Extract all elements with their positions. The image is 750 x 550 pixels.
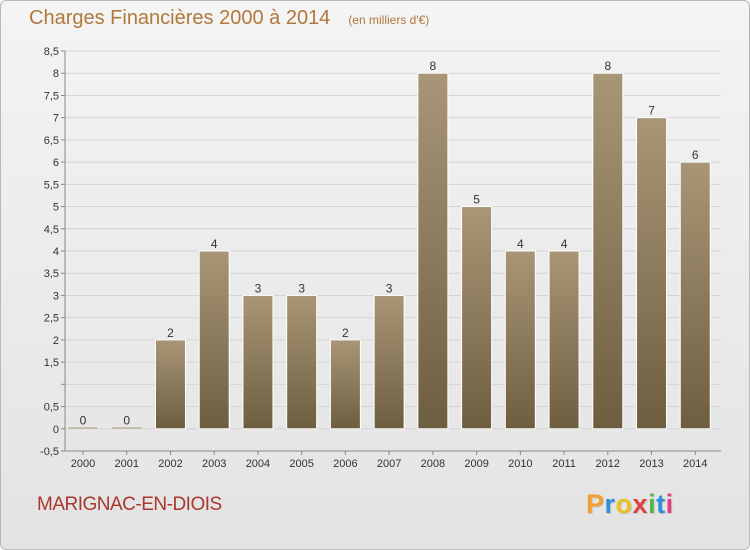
data-label-2014: 6 [692, 148, 699, 162]
y-tick-label: 7 [53, 113, 59, 125]
brand-letter: i [665, 489, 674, 519]
x-tick-label-2011: 2011 [552, 458, 576, 470]
bar-2000 [67, 427, 99, 430]
bar-2010 [504, 250, 536, 430]
axes: -0,5 0 0,5 1,5 2 2,5 3 3,5 4 4,5 5 5,5 6 6,5 7 7,5 8 8,5 2… [40, 46, 721, 470]
y-tick-label: 4,5 [44, 224, 59, 236]
data-labels: 0 0 2 4 3 3 2 3 8 5 4 4 8 7 6 [80, 59, 699, 427]
brand-letter: x [632, 489, 649, 519]
bar-2007 [373, 294, 405, 430]
x-tick-label-2004: 2004 [246, 458, 270, 470]
y-tick-label: -0,5 [40, 446, 59, 458]
place-name: MARIGNAC-EN-DIOIS [37, 494, 222, 515]
data-label-2012: 8 [604, 59, 611, 73]
y-tick-label: 2,5 [44, 313, 59, 325]
y-tick-label: 8,5 [44, 46, 59, 58]
bar-2003 [198, 250, 230, 430]
bar-2012 [592, 72, 624, 430]
brand-letter: r [604, 489, 616, 519]
bar-2013 [636, 117, 668, 430]
brand-logo: Proxiti [586, 489, 674, 520]
data-label-2005: 3 [298, 281, 305, 295]
y-tick-label: 4 [53, 246, 59, 258]
bar-2011 [548, 250, 580, 430]
x-tick-label-2012: 2012 [596, 458, 620, 470]
data-label-2002: 2 [167, 326, 174, 340]
y-tick-label: 6,5 [44, 135, 59, 147]
x-tick-label-2006: 2006 [333, 458, 357, 470]
data-label-2010: 4 [517, 237, 524, 251]
x-tick-label-2003: 2003 [202, 458, 226, 470]
data-label-2011: 4 [561, 237, 568, 251]
y-tick-label: 2 [53, 335, 59, 347]
chart-title: Charges Financières 2000 à 2014 [29, 7, 331, 29]
x-tick-label-2000: 2000 [71, 458, 95, 470]
bar-2008 [417, 72, 449, 430]
brand-letter: o [615, 489, 633, 519]
bars [67, 72, 711, 430]
data-label-2013: 7 [648, 104, 655, 118]
x-tick-label-2002: 2002 [158, 458, 182, 470]
bar-2006 [329, 339, 361, 430]
x-tick-label-2009: 2009 [464, 458, 488, 470]
y-tick-label: 0,5 [44, 402, 59, 414]
x-tick-label-2014: 2014 [683, 458, 707, 470]
y-tick-label: 7,5 [44, 90, 59, 102]
y-tick-label: 3 [53, 290, 59, 302]
chart-unit-note: (en milliers d'€) [348, 13, 430, 27]
y-tick-label: 5 [53, 202, 59, 214]
data-label-2008: 8 [430, 59, 437, 73]
data-label-2000: 0 [80, 413, 87, 427]
brand-letter: t [656, 489, 666, 519]
y-tick-label: 3,5 [44, 268, 59, 280]
y-tick-label: 0 [53, 424, 59, 436]
x-tick-label-2010: 2010 [508, 458, 532, 470]
x-tick-label-2005: 2005 [289, 458, 313, 470]
x-tick-label-2001: 2001 [114, 458, 138, 470]
title-bar: Charges Financières 2000 à 2014 (en mill… [29, 7, 429, 30]
y-tick-label: 6 [53, 157, 59, 169]
data-label-2007: 3 [386, 281, 393, 295]
data-label-2009: 5 [473, 193, 480, 207]
x-tick-label-2013: 2013 [639, 458, 663, 470]
x-tick-label-2007: 2007 [377, 458, 401, 470]
bar-2002 [154, 339, 186, 430]
y-tick-label: 8 [53, 68, 59, 80]
brand-letter: P [586, 489, 605, 519]
bar-2014 [679, 161, 711, 430]
x-tick-label-2008: 2008 [421, 458, 445, 470]
bar-2001 [111, 427, 142, 430]
bar-2009 [461, 206, 493, 430]
brand-letter: i [648, 489, 657, 519]
bar-2005 [286, 294, 318, 430]
data-label-2001: 0 [123, 413, 130, 427]
y-tick-label: 1,5 [44, 357, 59, 369]
bar-2004 [242, 294, 274, 430]
data-label-2003: 4 [211, 237, 218, 251]
data-label-2004: 3 [255, 281, 262, 295]
data-label-2006: 2 [342, 326, 349, 340]
y-tick-label: 5,5 [44, 179, 59, 191]
